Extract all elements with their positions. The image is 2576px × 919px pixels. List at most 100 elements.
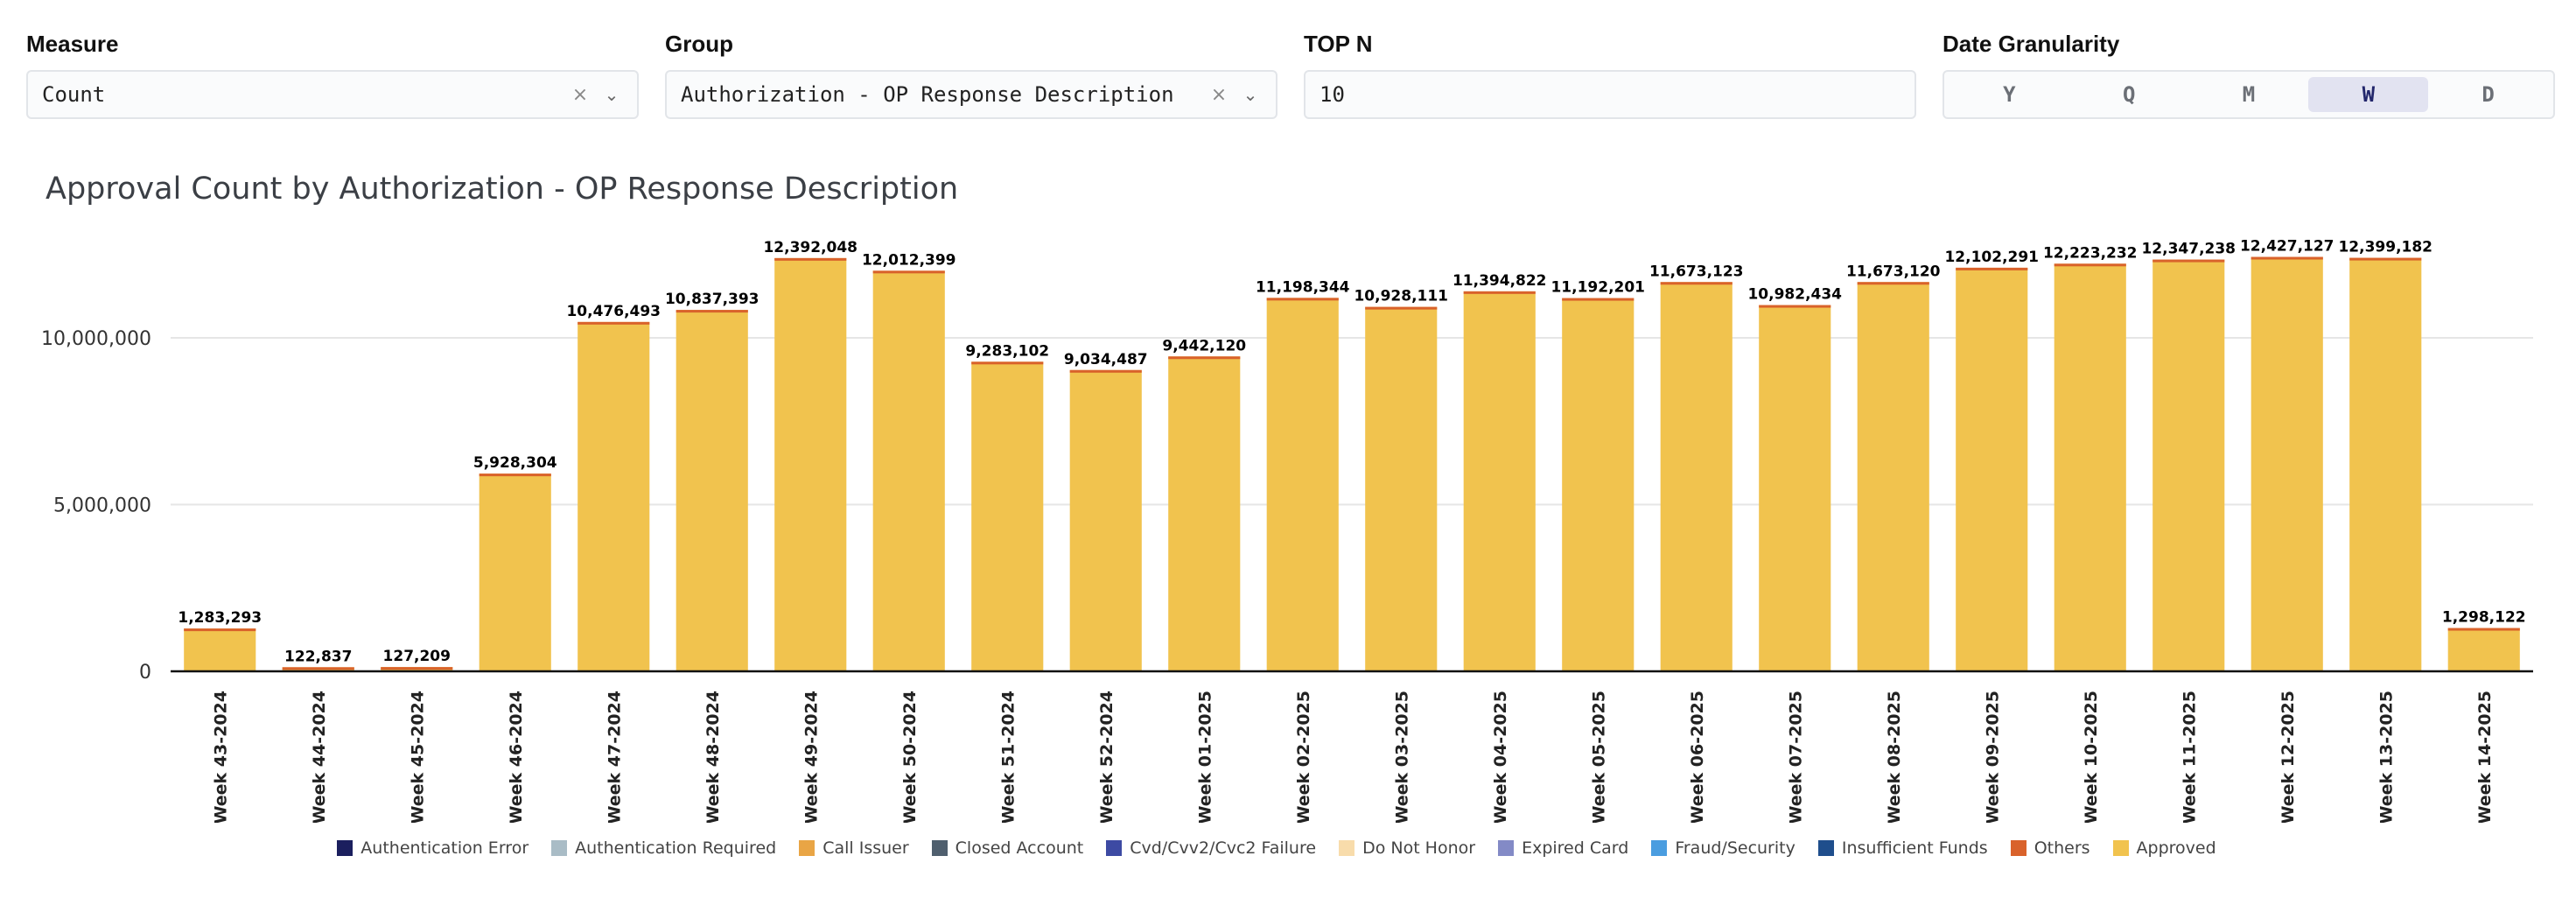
- bar-segment-approved: [578, 321, 650, 671]
- bar-segment-approved: [1660, 282, 1732, 671]
- bar-segment-others: [1168, 356, 1241, 360]
- y-tick-label: 0: [139, 662, 151, 684]
- legend-item[interactable]: Call Issuer: [799, 838, 909, 858]
- bar-value-label: 12,392,048: [763, 239, 858, 256]
- x-tick-label: Week 51-2024: [998, 691, 1018, 823]
- close-icon[interactable]: ×: [571, 83, 589, 106]
- bar-value-label: 10,837,393: [665, 291, 760, 308]
- x-tick-label: Week 02-2025: [1294, 691, 1313, 823]
- legend-label: Others: [2034, 838, 2090, 858]
- granularity-option-day[interactable]: D: [2482, 82, 2495, 107]
- bar-segment-approved: [479, 474, 551, 671]
- legend-item[interactable]: Expired Card: [1498, 838, 1628, 858]
- chart-legend: Authentication Error Authentication Requi…: [0, 838, 2576, 858]
- bar-segment-others: [2447, 628, 2520, 631]
- bar-segment-others: [872, 270, 945, 274]
- granularity-control: Date Granularity Y Q M W D: [1942, 25, 2555, 119]
- bar-value-label: 127,209: [383, 648, 451, 665]
- x-tick-label: Week 52-2024: [1097, 691, 1116, 823]
- legend-swatch: [799, 840, 816, 856]
- legend-item[interactable]: Cvd/Cvv2/Cvc2 Failure: [1106, 838, 1316, 858]
- topn-value: 10: [1320, 82, 1345, 107]
- x-tick-label: Week 43-2024: [211, 691, 230, 823]
- y-tick-label: 10,000,000: [41, 328, 151, 350]
- chevron-down-icon[interactable]: ⌄: [604, 84, 620, 105]
- x-tick-label: Week 04-2025: [1491, 691, 1510, 823]
- x-tick-label: Week 45-2024: [408, 691, 427, 823]
- x-tick-label: Week 06-2025: [1688, 691, 1707, 823]
- legend-label: Expired Card: [1522, 838, 1629, 858]
- legend-swatch: [2112, 840, 2129, 856]
- x-tick-label: Week 07-2025: [1786, 691, 1805, 823]
- x-tick-label: Week 14-2025: [2475, 691, 2495, 823]
- bar-value-label: 122,837: [284, 648, 352, 665]
- bar-segment-others: [381, 667, 453, 670]
- legend-label: Closed Account: [955, 838, 1084, 858]
- bar-value-label: 9,034,487: [1064, 351, 1148, 368]
- bar-segment-others: [971, 361, 1044, 365]
- legend-label: Insufficient Funds: [1841, 838, 1988, 858]
- bar-segment-others: [2054, 263, 2126, 267]
- chevron-down-icon[interactable]: ⌄: [1242, 84, 1258, 105]
- bar-segment-others: [1463, 291, 1536, 294]
- measure-label: Measure: [26, 31, 119, 57]
- legend-item[interactable]: Insufficient Funds: [1817, 838, 1988, 858]
- group-label: Group: [665, 31, 733, 57]
- x-tick-label: Week 03-2025: [1392, 691, 1411, 823]
- granularity-option-year[interactable]: Y: [2003, 82, 2016, 107]
- bar-segment-approved: [872, 270, 945, 671]
- legend-item[interactable]: Fraud/Security: [1651, 838, 1796, 858]
- y-tick-label: 5,000,000: [53, 495, 151, 517]
- legend-label: Authentication Required: [575, 838, 777, 858]
- bar-segment-others: [578, 321, 650, 325]
- legend-label: Call Issuer: [822, 838, 909, 858]
- bar-segment-approved: [2349, 257, 2422, 671]
- legend-item[interactable]: Authentication Required: [551, 838, 776, 858]
- bar-segment-approved: [1463, 291, 1536, 671]
- legend-label: Fraud/Security: [1675, 838, 1796, 858]
- topn-input[interactable]: 10: [1304, 70, 1916, 119]
- legend-item[interactable]: Closed Account: [931, 838, 1084, 858]
- granularity-option-quarter[interactable]: Q: [2122, 82, 2136, 107]
- bar-segment-others: [1759, 305, 1831, 308]
- legend-swatch: [1106, 840, 1123, 856]
- x-tick-label: Week 44-2024: [310, 691, 329, 823]
- chart-title: Approval Count by Authorization - OP Res…: [46, 172, 959, 207]
- legend-item[interactable]: Do Not Honor: [1339, 838, 1475, 858]
- x-tick-label: Week 08-2025: [1885, 691, 1904, 823]
- bar-value-label: 11,394,822: [1452, 272, 1547, 290]
- legend-item[interactable]: Others: [2010, 838, 2090, 858]
- bar-segment-others: [1956, 267, 2028, 270]
- x-tick-label: Week 11-2025: [2180, 691, 2199, 823]
- bar-segment-approved: [1562, 298, 1634, 671]
- bar-value-label: 10,928,111: [1354, 288, 1448, 305]
- close-icon[interactable]: ×: [1210, 83, 1228, 106]
- bar-segment-others: [1857, 282, 1929, 285]
- bar-value-label: 11,192,201: [1550, 279, 1645, 297]
- x-tick-label: Week 47-2024: [605, 691, 624, 823]
- group-select[interactable]: Authorization - OP Response Description …: [665, 70, 1278, 119]
- bar-segment-approved: [2250, 256, 2323, 671]
- bar-value-label: 1,283,293: [178, 609, 262, 627]
- legend-item[interactable]: Approved: [2112, 838, 2216, 858]
- measure-select[interactable]: Count × ⌄: [26, 70, 639, 119]
- granularity-option-week[interactable]: W: [2308, 77, 2429, 112]
- bar-segment-others: [2349, 257, 2422, 261]
- legend-label: Cvd/Cvv2/Cvc2 Failure: [1130, 838, 1317, 858]
- bar-segment-others: [2152, 259, 2225, 263]
- legend-item[interactable]: Authentication Error: [337, 838, 528, 858]
- granularity-option-month[interactable]: M: [2242, 82, 2256, 107]
- x-tick-label: Week 05-2025: [1589, 691, 1608, 823]
- bar-segment-others: [1266, 298, 1339, 301]
- x-tick-label: Week 49-2024: [802, 691, 821, 823]
- bar-value-label: 10,476,493: [566, 303, 661, 320]
- bar-segment-approved: [774, 257, 847, 671]
- bar-segment-others: [184, 628, 256, 632]
- bar-segment-others: [676, 310, 748, 313]
- legend-swatch: [1651, 840, 1668, 856]
- x-tick-label: Week 10-2025: [2082, 691, 2101, 823]
- bar-value-label: 11,673,123: [1649, 263, 1744, 280]
- legend-label: Approved: [2136, 838, 2216, 858]
- bar-value-label: 12,399,182: [2338, 239, 2432, 256]
- bar-value-label: 5,928,304: [473, 454, 557, 472]
